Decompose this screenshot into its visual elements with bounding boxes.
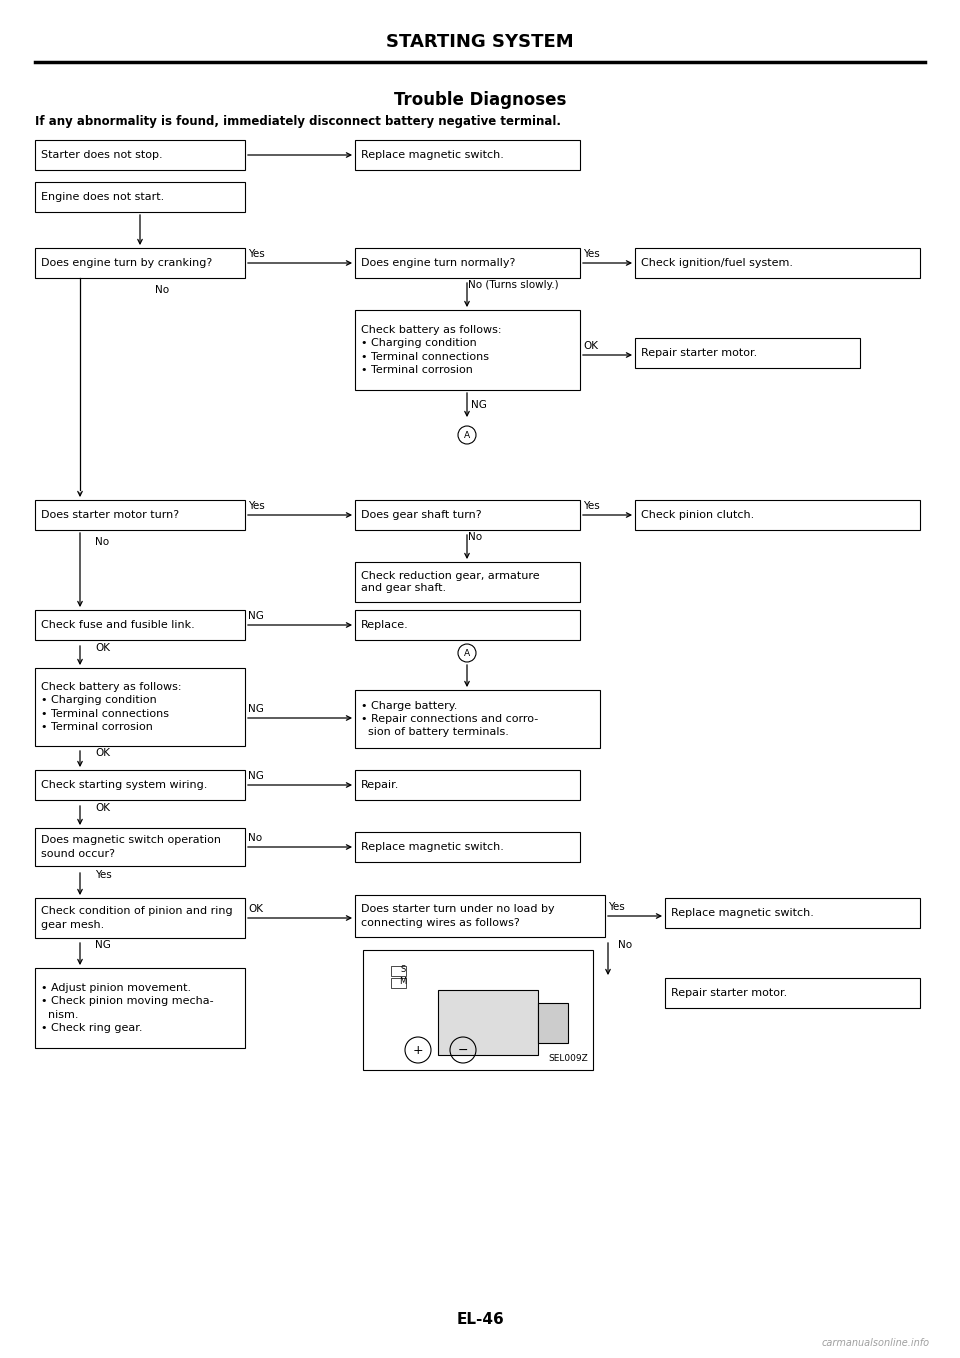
- Text: STARTING SYSTEM: STARTING SYSTEM: [386, 33, 574, 52]
- Text: SEL009Z: SEL009Z: [548, 1054, 588, 1063]
- Text: Yes: Yes: [95, 870, 111, 880]
- Bar: [635, 500, 920, 530]
- Text: carmanualsonline.info: carmanualsonline.info: [822, 1338, 930, 1348]
- Bar: [391, 966, 406, 976]
- Text: No: No: [468, 532, 482, 542]
- Text: Repair starter motor.: Repair starter motor.: [671, 989, 787, 998]
- Text: NG: NG: [248, 771, 264, 781]
- Text: No: No: [248, 832, 262, 843]
- Text: OK: OK: [95, 642, 110, 653]
- Text: Replace magnetic switch.: Replace magnetic switch.: [671, 909, 814, 918]
- Text: • Charge battery.
• Repair connections and corro-
  sion of battery terminals.: • Charge battery. • Repair connections a…: [361, 701, 539, 737]
- Bar: [35, 249, 245, 278]
- Bar: [363, 951, 593, 1070]
- Bar: [635, 338, 860, 368]
- Text: Yes: Yes: [248, 249, 265, 259]
- Text: Does starter motor turn?: Does starter motor turn?: [41, 511, 180, 520]
- Bar: [35, 770, 245, 800]
- Text: Yes: Yes: [583, 249, 600, 259]
- Text: • Adjust pinion movement.
• Check pinion moving mecha-
  nism.
• Check ring gear: • Adjust pinion movement. • Check pinion…: [41, 983, 214, 1033]
- Bar: [35, 500, 245, 530]
- Text: Yes: Yes: [583, 501, 600, 511]
- Bar: [35, 968, 245, 1048]
- Bar: [35, 828, 245, 866]
- Text: If any abnormality is found, immediately disconnect battery negative terminal.: If any abnormality is found, immediately…: [35, 115, 561, 129]
- Text: A: A: [464, 430, 470, 440]
- Bar: [635, 249, 920, 278]
- Text: NG: NG: [95, 940, 110, 951]
- Text: Starter does not stop.: Starter does not stop.: [41, 149, 162, 160]
- Text: NG: NG: [248, 703, 264, 714]
- Text: +: +: [413, 1043, 423, 1057]
- Text: OK: OK: [248, 904, 263, 914]
- Text: OK: OK: [95, 803, 110, 813]
- Text: Check battery as follows:
• Charging condition
• Terminal connections
• Terminal: Check battery as follows: • Charging con…: [361, 325, 501, 375]
- Text: Check pinion clutch.: Check pinion clutch.: [641, 511, 755, 520]
- Text: Repair starter motor.: Repair starter motor.: [641, 348, 757, 359]
- Text: Check ignition/fuel system.: Check ignition/fuel system.: [641, 258, 793, 268]
- Text: Replace magnetic switch.: Replace magnetic switch.: [361, 149, 504, 160]
- Bar: [355, 770, 580, 800]
- Text: NG: NG: [471, 401, 487, 410]
- Text: Trouble Diagnoses: Trouble Diagnoses: [394, 91, 566, 109]
- Text: Does magnetic switch operation
sound occur?: Does magnetic switch operation sound occ…: [41, 835, 221, 858]
- Text: No (Turns slowly.): No (Turns slowly.): [468, 280, 559, 291]
- Text: Check condition of pinion and ring
gear mesh.: Check condition of pinion and ring gear …: [41, 906, 232, 930]
- Bar: [438, 990, 538, 1055]
- Text: Does gear shaft turn?: Does gear shaft turn?: [361, 511, 482, 520]
- Text: Check reduction gear, armature
and gear shaft.: Check reduction gear, armature and gear …: [361, 570, 540, 593]
- Bar: [355, 610, 580, 640]
- Bar: [391, 978, 406, 989]
- Text: OK: OK: [95, 748, 110, 758]
- Bar: [665, 898, 920, 928]
- Text: Yes: Yes: [608, 902, 625, 913]
- Bar: [35, 610, 245, 640]
- Bar: [355, 500, 580, 530]
- Text: A: A: [464, 649, 470, 657]
- Text: OK: OK: [583, 341, 598, 350]
- Text: Does starter turn under no load by
connecting wires as follows?: Does starter turn under no load by conne…: [361, 904, 555, 928]
- Bar: [355, 562, 580, 602]
- Text: No: No: [155, 285, 169, 295]
- Text: Check fuse and fusible link.: Check fuse and fusible link.: [41, 621, 195, 630]
- Text: Yes: Yes: [248, 501, 265, 511]
- Text: Engine does not start.: Engine does not start.: [41, 191, 164, 202]
- Text: EL-46: EL-46: [456, 1312, 504, 1328]
- Text: −: −: [458, 1043, 468, 1057]
- Text: S: S: [400, 966, 406, 975]
- Text: M: M: [399, 978, 407, 986]
- Bar: [355, 832, 580, 862]
- Text: Check battery as follows:
• Charging condition
• Terminal connections
• Terminal: Check battery as follows: • Charging con…: [41, 682, 181, 732]
- Text: Replace magnetic switch.: Replace magnetic switch.: [361, 842, 504, 851]
- Bar: [665, 978, 920, 1008]
- Bar: [538, 1004, 568, 1043]
- Bar: [355, 690, 600, 748]
- Text: Does engine turn normally?: Does engine turn normally?: [361, 258, 516, 268]
- Text: Check starting system wiring.: Check starting system wiring.: [41, 779, 207, 790]
- Bar: [355, 310, 580, 390]
- Text: No: No: [95, 536, 109, 547]
- Bar: [35, 898, 245, 938]
- Text: Replace.: Replace.: [361, 621, 409, 630]
- Bar: [35, 140, 245, 170]
- Bar: [35, 668, 245, 746]
- Text: NG: NG: [248, 611, 264, 621]
- Bar: [35, 182, 245, 212]
- Bar: [355, 140, 580, 170]
- Text: No: No: [618, 940, 632, 951]
- Bar: [355, 895, 605, 937]
- Bar: [355, 249, 580, 278]
- Text: Does engine turn by cranking?: Does engine turn by cranking?: [41, 258, 212, 268]
- Text: Repair.: Repair.: [361, 779, 399, 790]
